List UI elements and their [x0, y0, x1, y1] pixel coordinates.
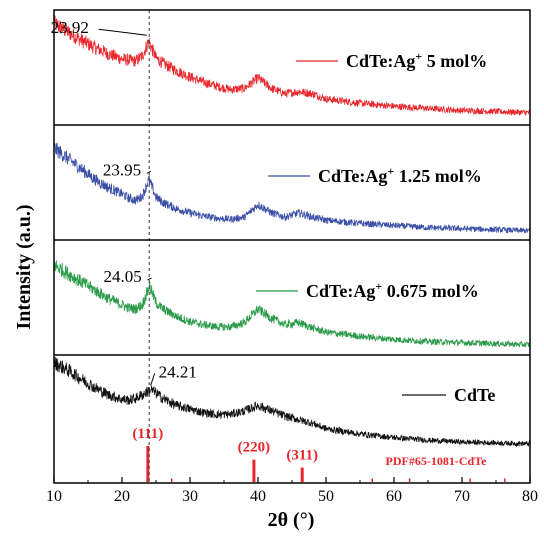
x-tick-label: 50	[318, 488, 334, 505]
legend-entry: CdTe	[454, 385, 495, 405]
plot-frame	[53, 9, 531, 484]
x-tick-label: 60	[386, 488, 402, 505]
series-line	[53, 142, 531, 235]
legend-name: CdTe	[454, 385, 495, 405]
x-tick-label: 30	[182, 488, 198, 505]
series-line	[53, 260, 531, 348]
series-line	[53, 357, 531, 447]
legend-superscript: +	[387, 164, 394, 178]
legend-suffix: 1.25 mol%	[394, 166, 482, 186]
reference-peak-label: (311)	[286, 448, 318, 464]
peak-label: 24.05	[104, 267, 142, 286]
peak-label: 24.21	[159, 362, 197, 381]
peak-arrow	[150, 373, 156, 386]
x-tick-label: 40	[250, 488, 266, 505]
y-axis-title: Intensity (a.u.)	[13, 204, 35, 329]
x-axis-title: 2θ (°)	[268, 509, 315, 531]
peak-arrow	[98, 28, 147, 36]
legend-name: CdTe:Ag	[318, 166, 387, 186]
x-tick-label: 70	[454, 488, 470, 505]
legend-entry: CdTe:Ag+ 5 mol%	[346, 49, 487, 71]
legend-superscript: +	[415, 49, 422, 63]
x-tick-label: 10	[46, 488, 62, 505]
reference-peak-label: (111)	[132, 426, 163, 442]
legend-entry: CdTe:Ag+ 1.25 mol%	[318, 164, 482, 186]
legend-name: CdTe:Ag	[306, 281, 375, 301]
peak-arrow	[147, 277, 152, 281]
legend-suffix: 5 mol%	[422, 51, 487, 71]
reference-pattern-name: PDF#65-1081-CdTe	[386, 454, 488, 468]
legend-suffix: 0.675 mol%	[382, 281, 479, 301]
series-line	[53, 15, 531, 116]
x-tick-label: 20	[114, 488, 130, 505]
peak-label: 23.95	[103, 160, 141, 179]
reference-peak-label: (220)	[238, 440, 271, 456]
legend-name: CdTe:Ag	[346, 51, 415, 71]
x-tick-label: 80	[522, 488, 538, 505]
peak-label: 23.92	[51, 18, 89, 37]
legend-entry: CdTe:Ag+ 0.675 mol%	[306, 279, 479, 301]
legend-superscript: +	[375, 279, 382, 293]
